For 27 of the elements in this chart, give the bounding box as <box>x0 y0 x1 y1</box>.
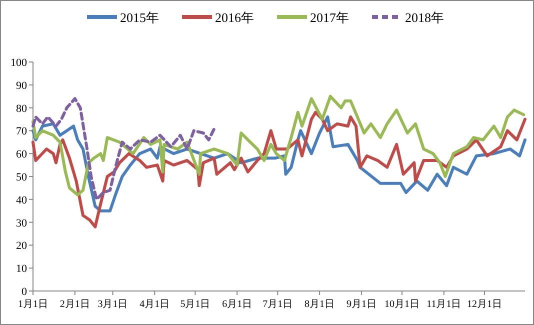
y-tick-label: 40 <box>16 194 28 206</box>
x-tick-label: 10月1日 <box>384 299 420 310</box>
y-tick-label: 90 <box>16 80 28 92</box>
y-tick-label: 80 <box>16 102 28 115</box>
x-tick-label: 8月1日 <box>304 299 335 310</box>
y-tick-label: 100 <box>10 57 28 69</box>
y-tick-label: 10 <box>16 263 28 276</box>
legend-label: 2017年 <box>310 10 349 25</box>
y-tick-label: 30 <box>16 217 28 230</box>
x-tick-label: 3月1日 <box>98 299 128 310</box>
x-tick-label: 12月1日 <box>466 299 502 310</box>
y-tick-label: 20 <box>16 240 28 252</box>
x-tick-label: 1月1日 <box>18 299 48 310</box>
x-tick-label: 4月1日 <box>140 299 170 310</box>
legend-label: 2016年 <box>215 10 254 25</box>
x-tick-label: 5月1日 <box>180 299 210 310</box>
x-tick-label: 6月1日 <box>222 299 252 310</box>
y-tick-label: 50 <box>16 172 28 184</box>
x-tick-label: 9月1日 <box>346 299 376 310</box>
y-tick-label: 60 <box>16 148 28 161</box>
x-tick-label: 11月1日 <box>426 299 462 310</box>
y-tick-label: 70 <box>16 126 28 138</box>
x-tick-label: 7月1日 <box>262 299 293 310</box>
legend-label: 2018年 <box>405 10 444 25</box>
x-tick-label: 2月1日 <box>60 299 90 310</box>
y-tick-label: 0 <box>22 286 28 298</box>
legend-label: 2015年 <box>120 10 159 25</box>
